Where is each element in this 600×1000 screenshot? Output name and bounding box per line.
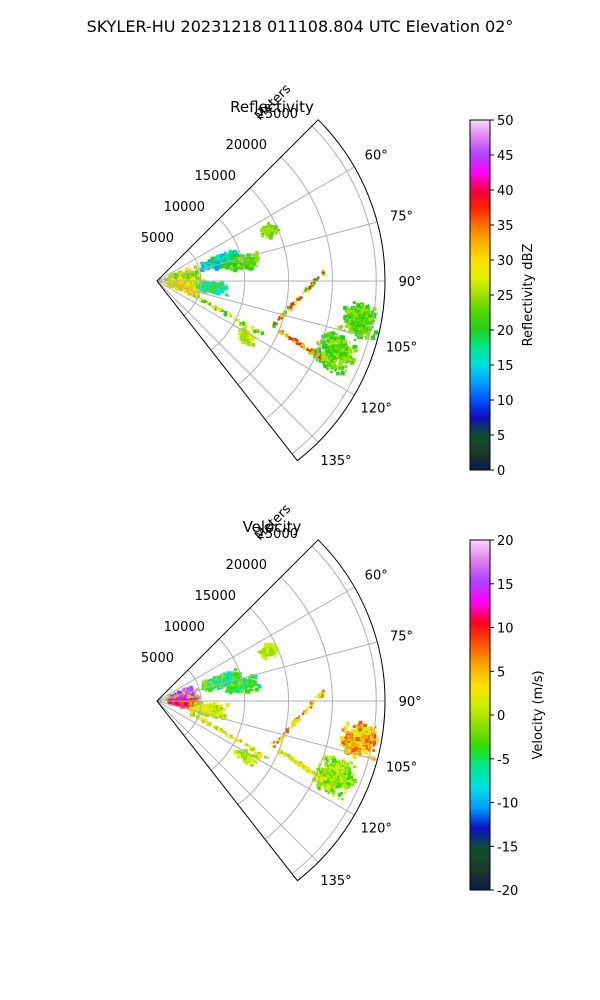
reflectivity-echo-field [163, 222, 379, 376]
reflectivity-range-ring [210, 218, 246, 351]
reflectivity-azimuth-tick-label: 75° [390, 210, 413, 225]
velocity-range-tick-label: 15000 [195, 589, 236, 604]
velocity-azimuth-spoke [156, 700, 378, 761]
reflectivity-title: Reflectivity [230, 98, 314, 116]
reflectivity-colorbar-label: Reflectivity dBZ [521, 244, 536, 347]
velocity-azimuth-tick-label: 135° [320, 874, 351, 889]
velocity-range-tick-label: 25000 [257, 527, 298, 542]
reflectivity-colorbar-tick-label: 25 [497, 289, 514, 304]
reflectivity-colorbar-tick-label: 15 [497, 359, 514, 374]
velocity-panel: Velocity 5000 10000 15000 20000 25000 60° 75°… [141, 502, 546, 899]
velocity-colorbar-tick-label: 20 [497, 534, 514, 549]
velocity-colorbar-tick-label: 15 [497, 578, 514, 593]
velocity-range-ticks: 5000 10000 15000 20000 25000 [141, 527, 298, 666]
velocity-sector-frame [156, 539, 386, 882]
reflectivity-azimuth-tick-label: 60° [365, 149, 388, 164]
velocity-range-ring [237, 607, 290, 806]
velocity-range-ring [264, 576, 333, 840]
velocity-colorbar-label: Velocity (m/s) [531, 670, 546, 759]
reflectivity-colorbar-tick-label: 5 [497, 429, 505, 444]
reflectivity-range-ring [264, 156, 333, 420]
reflectivity-range-tick-label: 25000 [257, 107, 298, 122]
velocity-range-tick-label: 10000 [164, 620, 205, 635]
reflectivity-azimuth-spoke [156, 221, 378, 282]
velocity-colorbar-tick-label: 5 [497, 665, 505, 680]
reflectivity-range-tick-label: 20000 [226, 138, 267, 153]
velocity-range-ring [183, 669, 202, 736]
velocity-colorbar-tick-label: 10 [497, 622, 514, 637]
reflectivity-range-tick-label: 15000 [195, 169, 236, 184]
reflectivity-colorbar: 0 5 10 15 20 25 30 35 40 45 50 Reflectivity dBZ [469, 114, 536, 479]
reflectivity-panel: Reflectivity 5000 10000 15000 20000 25000 60… [141, 82, 536, 479]
figure-suptitle: SKYLER-HU 20231218 011108.804 UTC Elevat… [87, 17, 514, 36]
velocity-colorbar-ticks: -20 -15 -10 -5 0 5 10 15 20 [490, 534, 518, 899]
reflectivity-colorbar-tick-label: 20 [497, 324, 514, 339]
velocity-azimuth-tick-label: 90° [399, 695, 422, 710]
reflectivity-colorbar-tick-label: 30 [497, 254, 514, 269]
reflectivity-colorbar-scale [469, 119, 491, 471]
reflectivity-colorbar-tick-label: 40 [497, 184, 514, 199]
reflectivity-azimuth-spoke [156, 280, 319, 443]
reflectivity-azimuth-spoke [156, 166, 355, 282]
velocity-echo-field [164, 642, 379, 801]
reflectivity-azimuth-spoke [156, 280, 355, 396]
velocity-azimuth-spoke [156, 641, 378, 702]
velocity-colorbar-tick-label: -10 [497, 797, 518, 812]
reflectivity-colorbar-ticks: 0 5 10 15 20 25 30 35 40 45 50 [490, 114, 514, 479]
reflectivity-azimuth-ticks: 60° 75° 90° 105° 120° 135° [320, 149, 421, 470]
velocity-azimuth-tick-label: 60° [365, 569, 388, 584]
reflectivity-azimuth-tick-label: 135° [320, 454, 351, 469]
reflectivity-azimuth-tick-label: 105° [386, 341, 417, 356]
velocity-range-tick-label: 5000 [141, 651, 174, 666]
reflectivity-colorbar-tick-label: 0 [497, 464, 505, 479]
velocity-azimuth-tick-label: 75° [390, 630, 413, 645]
velocity-colorbar: -20 -15 -10 -5 0 5 10 15 20 Velocity (m/s) [469, 534, 546, 899]
reflectivity-azimuth-spoke [156, 280, 378, 341]
reflectivity-range-ring [183, 249, 202, 316]
reflectivity-range-tick-label: 10000 [164, 200, 205, 215]
reflectivity-colorbar-tick-label: 50 [497, 114, 514, 129]
reflectivity-colorbar-tick-label: 45 [497, 149, 514, 164]
reflectivity-colorbar-tick-label: 10 [497, 394, 514, 409]
velocity-azimuth-tick-label: 105° [386, 761, 417, 776]
velocity-azimuth-spoke [156, 586, 355, 702]
reflectivity-sector-frame [156, 119, 386, 462]
velocity-range-ring [291, 545, 377, 875]
velocity-title: Velocity [243, 518, 302, 536]
velocity-colorbar-tick-label: -15 [497, 840, 518, 855]
reflectivity-polar-grid [156, 125, 385, 455]
velocity-azimuth-ticks: 60° 75° 90° 105° 120° 135° [320, 569, 421, 890]
reflectivity-range-ring [237, 187, 290, 386]
reflectivity-colorbar-tick-label: 35 [497, 219, 514, 234]
velocity-range-ring [210, 638, 246, 771]
reflectivity-range-ring [291, 125, 377, 455]
velocity-azimuth-spoke [156, 700, 355, 816]
reflectivity-range-tick-label: 5000 [141, 231, 174, 246]
velocity-azimuth-spoke [156, 700, 319, 863]
velocity-colorbar-tick-label: 0 [497, 709, 505, 724]
velocity-colorbar-tick-label: -5 [497, 753, 510, 768]
reflectivity-range-ticks: 5000 10000 15000 20000 25000 [141, 107, 298, 246]
velocity-colorbar-tick-label: -20 [497, 884, 518, 899]
velocity-range-tick-label: 20000 [226, 558, 267, 573]
velocity-colorbar-scale [469, 539, 491, 891]
reflectivity-azimuth-tick-label: 120° [361, 402, 392, 417]
reflectivity-azimuth-tick-label: 90° [399, 275, 422, 290]
velocity-polar-grid [156, 545, 385, 875]
velocity-azimuth-tick-label: 120° [361, 822, 392, 837]
